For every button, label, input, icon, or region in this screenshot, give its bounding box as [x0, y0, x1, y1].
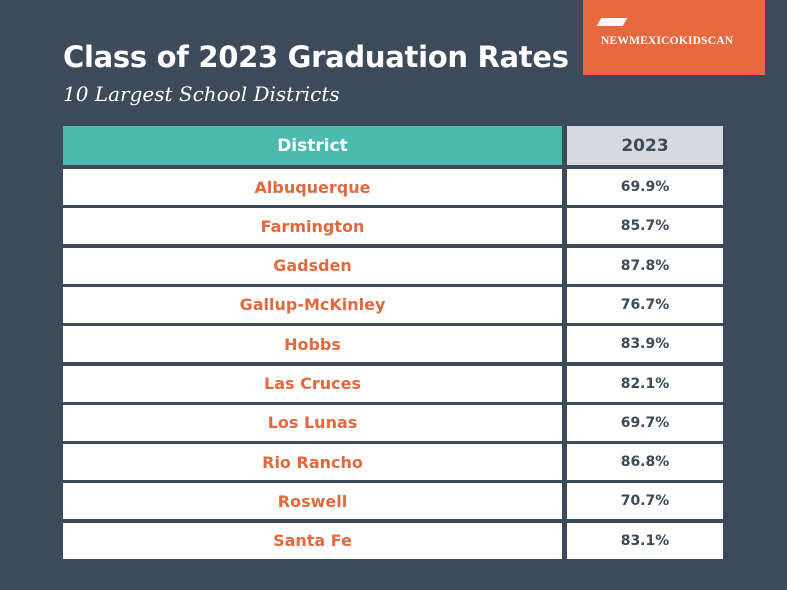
logo-cap-icon: [596, 18, 628, 26]
district-cell: Las Cruces: [63, 365, 562, 402]
district-cell: Roswell: [63, 483, 562, 520]
title: Class of 2023 Graduation Rates: [63, 40, 569, 74]
rate-cell: 82.1%: [567, 365, 723, 402]
logo: NEWMEXICOKIDSCAN: [583, 0, 765, 75]
rate-cell: 69.9%: [567, 169, 723, 205]
rate-cell: 85.7%: [567, 208, 723, 245]
rate-cell: 69.7%: [567, 404, 723, 441]
rate-cell: 70.7%: [567, 483, 723, 520]
district-cell: Hobbs: [63, 326, 562, 363]
district-cell: Gallup-McKinley: [63, 286, 562, 323]
column-header: 2023: [567, 126, 723, 165]
district-cell: Los Lunas: [63, 404, 562, 441]
rate-cell: 87.8%: [567, 247, 723, 284]
rate-cell: 83.1%: [567, 522, 723, 559]
subtitle: 10 Largest School Districts: [63, 82, 340, 106]
logo-text: NEWMEXICOKIDSCAN: [601, 35, 734, 47]
column-header: District: [63, 126, 562, 165]
rate-cell: 76.7%: [567, 286, 723, 323]
district-cell: Albuquerque: [63, 169, 562, 205]
district-cell: Santa Fe: [63, 522, 562, 559]
district-cell: Gadsden: [63, 247, 562, 284]
district-cell: Farmington: [63, 208, 562, 245]
rate-cell: 83.9%: [567, 326, 723, 363]
district-cell: Rio Rancho: [63, 444, 562, 481]
rate-cell: 86.8%: [567, 444, 723, 481]
